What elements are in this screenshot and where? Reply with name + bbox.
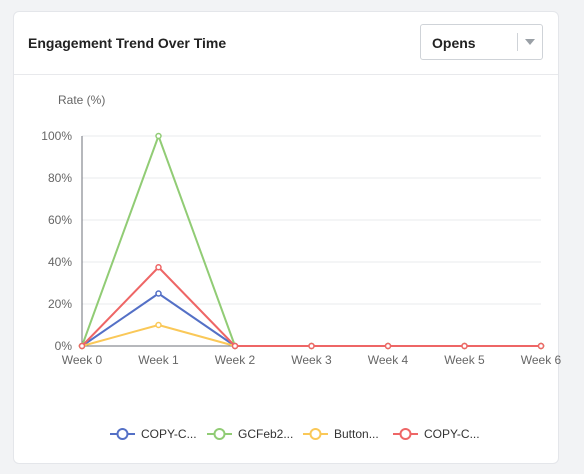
y-axis-label: Rate (%) xyxy=(58,93,105,107)
metric-select[interactable]: Opens xyxy=(420,24,543,60)
x-tick-label: Week 1 xyxy=(138,353,179,367)
select-divider xyxy=(517,33,518,51)
series-line xyxy=(81,135,541,347)
legend: COPY-C... GCFeb2... Button... COPY-C... xyxy=(110,427,480,441)
legend-label: Button... xyxy=(334,427,379,441)
series-line xyxy=(81,292,541,347)
data-point xyxy=(231,342,239,350)
legend-item[interactable]: Button... xyxy=(303,427,379,441)
x-tick-label: Week 5 xyxy=(444,353,485,367)
card-header: Engagement Trend Over Time Opens xyxy=(14,12,558,75)
metric-select-value: Opens xyxy=(432,35,476,51)
data-point xyxy=(78,342,86,350)
data-point xyxy=(155,290,162,297)
legend-label: GCFeb2... xyxy=(238,427,293,441)
legend-marker-icon xyxy=(399,428,412,440)
x-tick-label: Week 3 xyxy=(291,353,332,367)
data-point xyxy=(308,342,315,350)
series-lines xyxy=(78,132,545,350)
axes: 0% 20% 40% 60% 80% 100% Week 0 Week 1 Week 2 Week… xyxy=(41,129,561,367)
data-point xyxy=(155,321,162,329)
y-tick-label: 20% xyxy=(48,297,72,311)
legend-item[interactable]: GCFeb2... xyxy=(207,427,293,441)
legend-label: COPY-C... xyxy=(141,427,197,441)
y-tick-label: 40% xyxy=(48,255,72,269)
y-tick-label: 60% xyxy=(48,213,72,227)
legend-item[interactable]: COPY-C... xyxy=(110,427,197,441)
data-point xyxy=(155,264,162,271)
legend-marker-icon xyxy=(213,428,226,440)
series-line xyxy=(81,266,541,347)
legend-item[interactable]: COPY-C... xyxy=(393,427,480,441)
x-tick-label: Week 4 xyxy=(368,353,409,367)
engagement-trend-card: Engagement Trend Over Time Opens xyxy=(13,11,559,464)
x-tick-label: Week 6 xyxy=(521,353,562,367)
x-tick-label: Week 2 xyxy=(215,353,256,367)
data-point xyxy=(155,132,162,140)
legend-marker-icon xyxy=(309,428,322,440)
y-tick-label: 0% xyxy=(55,339,73,353)
grid-lines xyxy=(82,135,541,305)
data-point xyxy=(537,342,545,350)
x-tick-label: Week 0 xyxy=(62,353,103,367)
y-tick-label: 100% xyxy=(41,129,72,143)
legend-marker-icon xyxy=(116,428,129,440)
card-title: Engagement Trend Over Time xyxy=(28,35,227,51)
data-point xyxy=(384,342,392,350)
y-tick-label: 80% xyxy=(48,171,72,185)
legend-label: COPY-C... xyxy=(424,427,480,441)
chevron-down-icon[interactable] xyxy=(525,39,535,45)
data-point xyxy=(461,342,468,350)
